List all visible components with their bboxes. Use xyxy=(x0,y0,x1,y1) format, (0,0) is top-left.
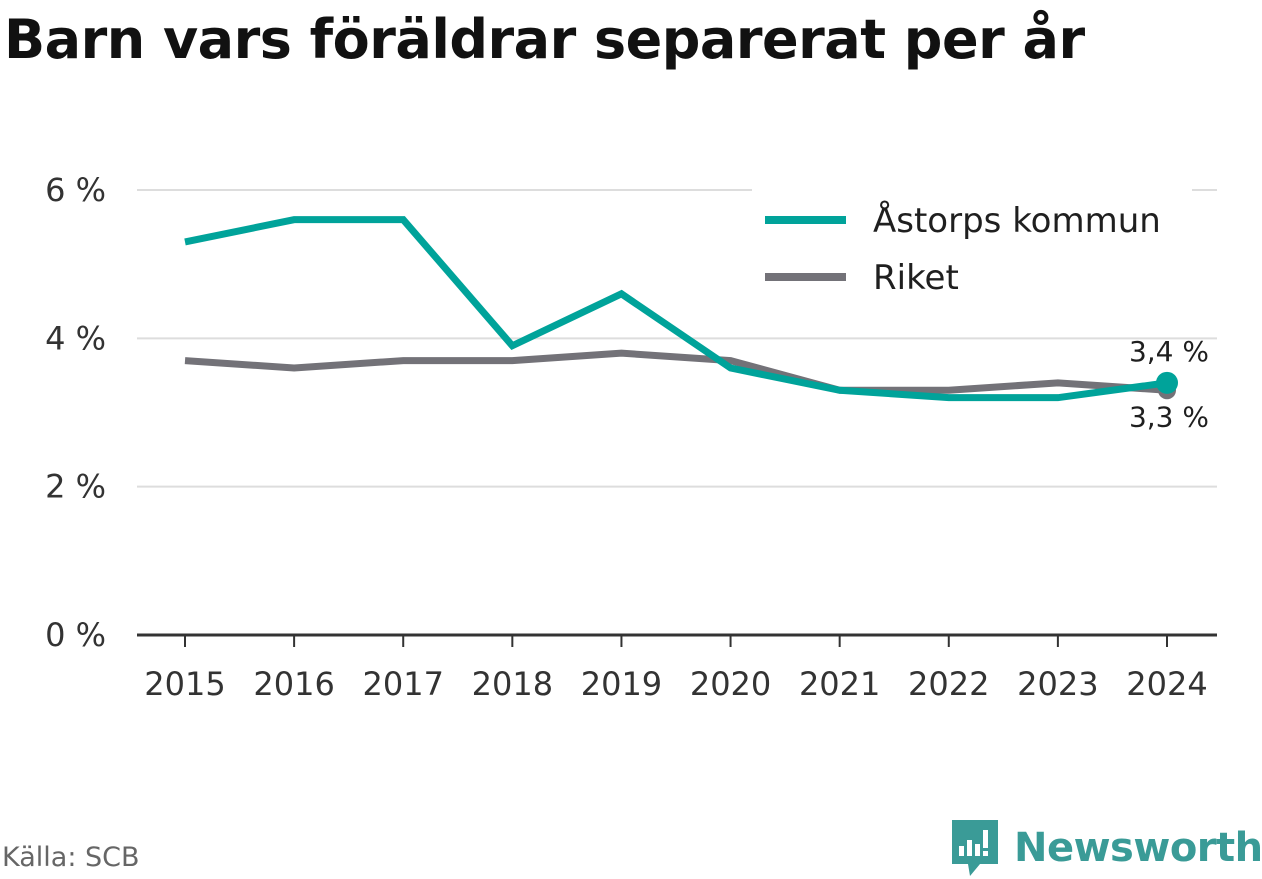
brand-logo[interactable]: Newsworthy xyxy=(950,818,1262,878)
series-lines xyxy=(184,216,1178,402)
x-tick-label: 2017 xyxy=(363,665,444,703)
x-tick-label: 2018 xyxy=(472,665,553,703)
y-tick-label: 4 % xyxy=(45,319,106,357)
newsworthy-logo-icon xyxy=(952,820,998,876)
line-chart: 0 % 2 % 4 % 6 % 2015 2016 2017 2018 2019 2020 2021… xyxy=(45,171,1217,703)
x-tick-label: 2023 xyxy=(1017,665,1098,703)
x-tick-label: 2021 xyxy=(799,665,880,703)
axes: 0 % 2 % 4 % 6 % 2015 2016 2017 2018 2019 2020 2021… xyxy=(45,171,1217,703)
x-tick-label: 2022 xyxy=(908,665,989,703)
x-tick-label: 2015 xyxy=(144,665,225,703)
chart-title: Barn vars föräldrar separerat per år xyxy=(4,8,1085,71)
legend: Åstorps kommun Riket xyxy=(752,185,1192,315)
data-labels: 3,4 % 3,3 % xyxy=(1129,335,1209,433)
legend-background xyxy=(752,185,1192,315)
series-line xyxy=(184,216,1168,402)
end-value-label: 3,3 % xyxy=(1129,400,1209,433)
legend-label: Riket xyxy=(873,258,959,298)
legend-label: Åstorps kommun xyxy=(873,200,1161,241)
x-tick-label: 2020 xyxy=(690,665,771,703)
series-line xyxy=(184,349,1168,394)
y-tick-label: 6 % xyxy=(45,171,106,209)
source-note: Källa: SCB xyxy=(2,842,140,873)
y-tick-label: 0 % xyxy=(45,616,106,654)
end-value-label: 3,4 % xyxy=(1129,335,1209,368)
brand-name: Newsworthy xyxy=(1014,825,1262,871)
y-tick-label: 2 % xyxy=(45,468,106,506)
x-tick-label: 2024 xyxy=(1126,665,1207,703)
x-tick-label: 2016 xyxy=(253,665,334,703)
x-tick-label: 2019 xyxy=(581,665,662,703)
series-end-point xyxy=(1156,371,1178,394)
